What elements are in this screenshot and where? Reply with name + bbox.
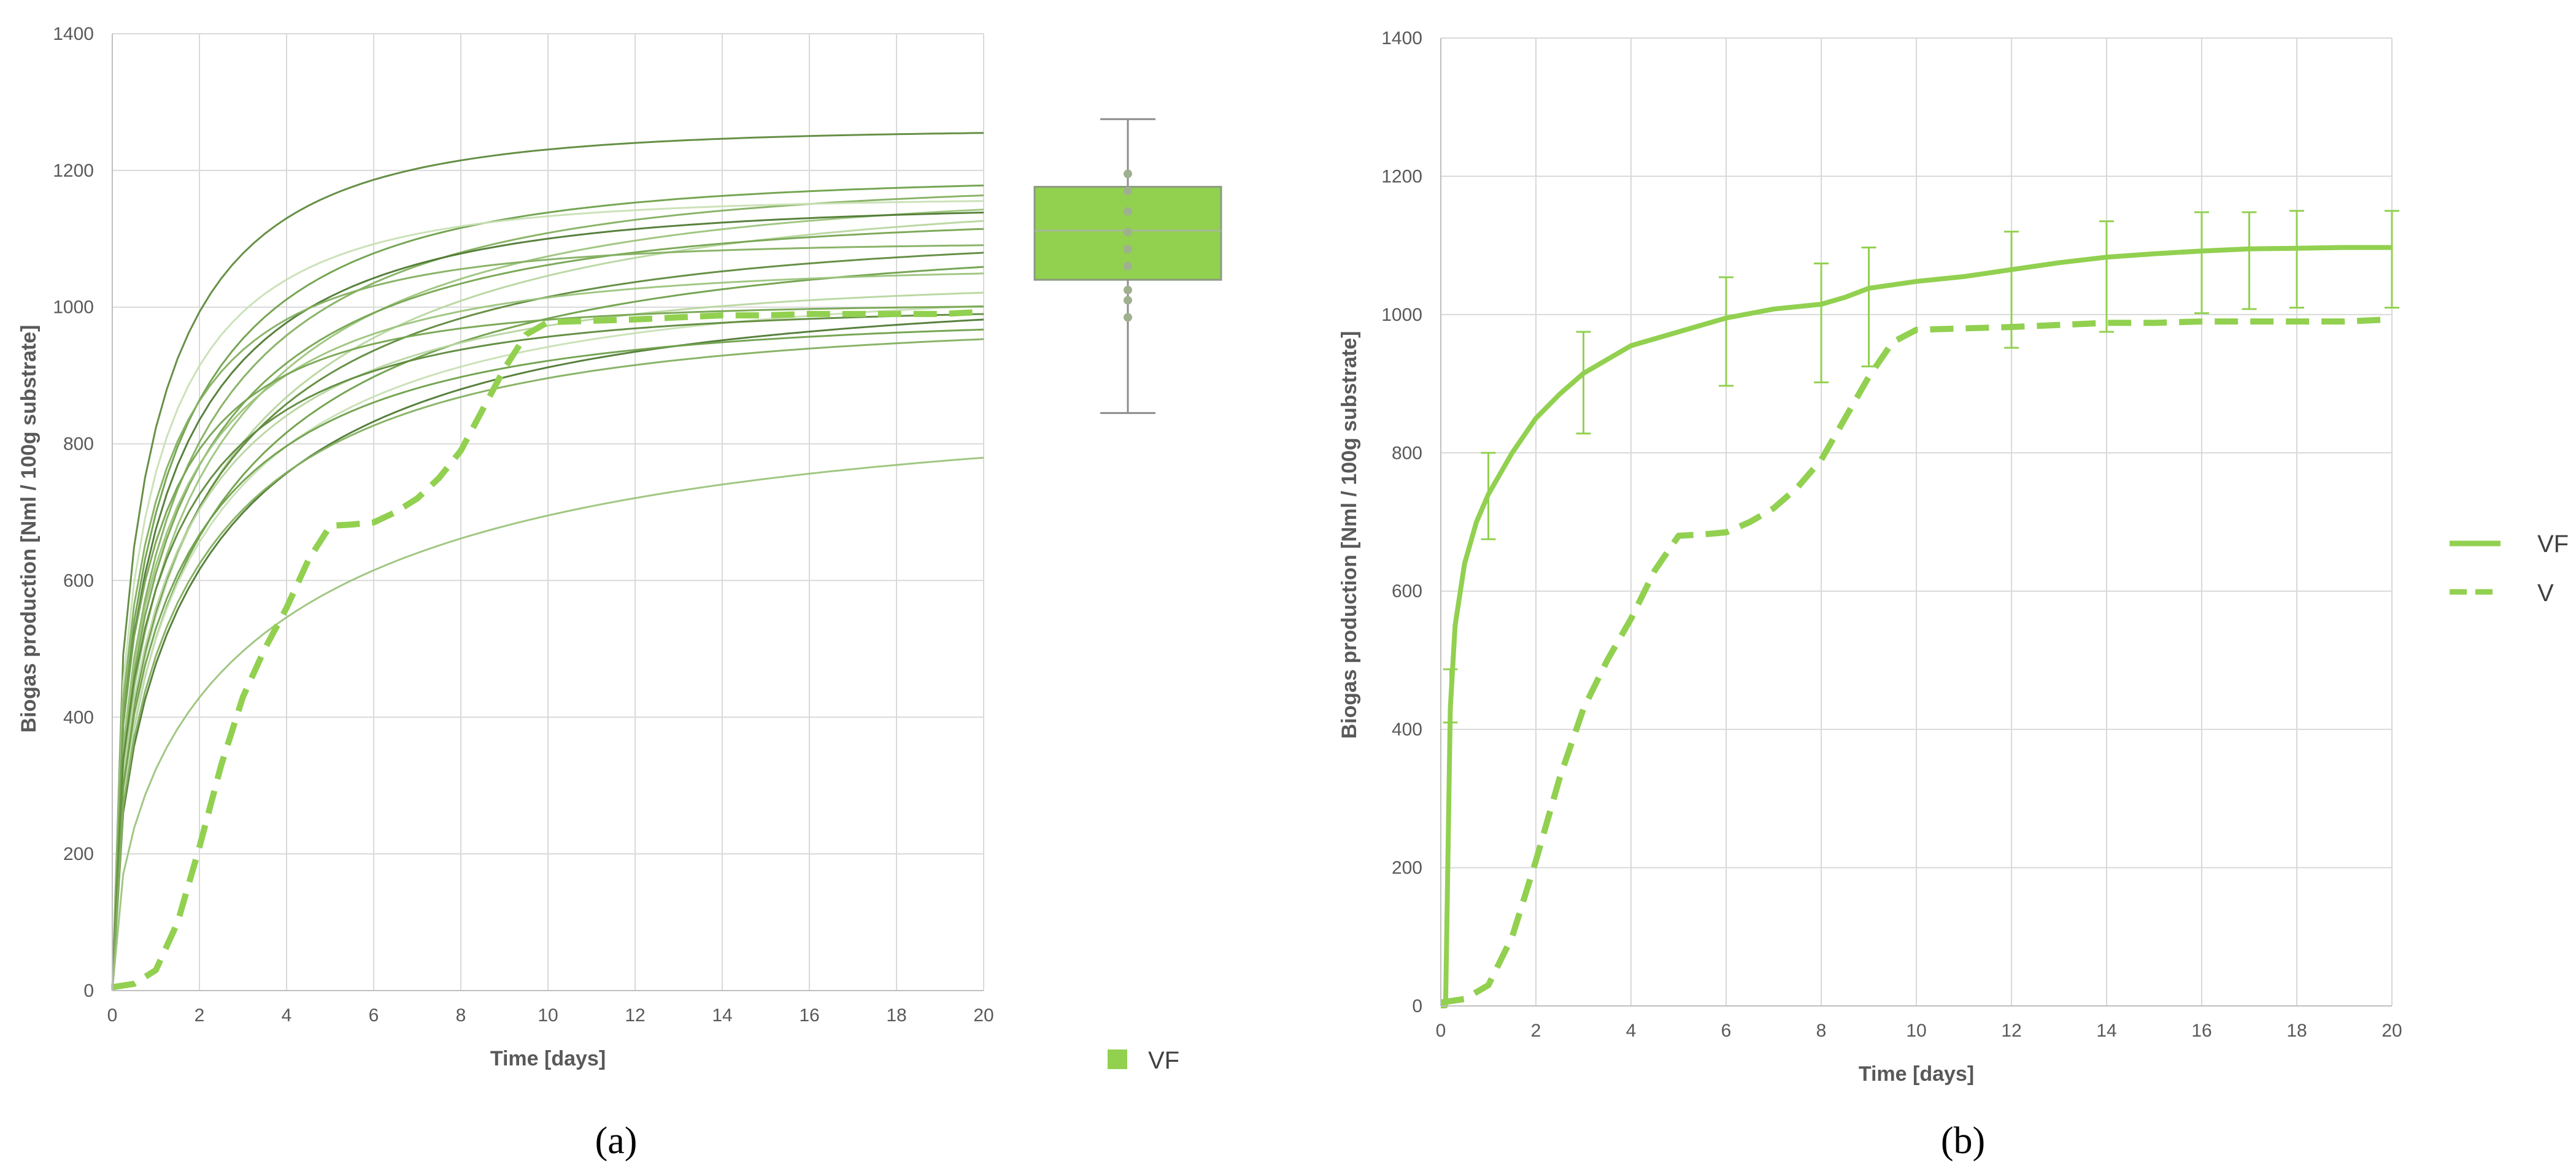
legend-b: VF V bbox=[2450, 531, 2569, 607]
individual-curve bbox=[111, 318, 984, 991]
y-tick-label: 1000 bbox=[53, 297, 94, 318]
x-tick-label: 14 bbox=[712, 1005, 732, 1026]
x-tick-label: 18 bbox=[2286, 1021, 2307, 1041]
y-tick-label: 800 bbox=[1392, 443, 1422, 463]
panel-label-a: (a) bbox=[595, 1120, 638, 1162]
x-tick-label: 12 bbox=[625, 1005, 645, 1026]
y-tick-labels-a: 0 200 400 600 800 1000 1200 1400 bbox=[53, 24, 94, 1001]
legend-label-v-b: V bbox=[2537, 580, 2554, 607]
series-line-v bbox=[112, 309, 984, 991]
individual-curve bbox=[111, 272, 984, 991]
individual-curve bbox=[111, 313, 984, 991]
series-a bbox=[112, 309, 984, 991]
box-point bbox=[1124, 285, 1132, 294]
box-point bbox=[1124, 296, 1132, 305]
individual-curve bbox=[111, 220, 984, 991]
individual-curve bbox=[111, 291, 984, 991]
x-tick-label: 18 bbox=[886, 1005, 906, 1026]
y-axis-title-b: Biogas production [Nml / 100g substrate] bbox=[1338, 331, 1361, 739]
x-tick-label: 20 bbox=[973, 1005, 993, 1026]
individual-curve bbox=[111, 212, 984, 991]
x-axis-title-a: Time [days] bbox=[490, 1047, 606, 1070]
grid-b bbox=[1440, 37, 2393, 1007]
boxplot-vf bbox=[1033, 118, 1222, 414]
legend-label-vf-a: VF bbox=[1148, 1047, 1179, 1074]
series-line-vf bbox=[1441, 245, 2392, 1008]
x-tick-labels-a: 0 2 4 6 8 10 12 14 16 18 20 bbox=[107, 1005, 994, 1026]
x-tick-label: 10 bbox=[538, 1005, 558, 1026]
individual-curve bbox=[111, 338, 984, 991]
individual-curve bbox=[111, 456, 984, 991]
box-point bbox=[1124, 313, 1132, 322]
y-tick-labels-b: 0 200 400 600 800 1000 1200 1400 bbox=[1381, 28, 1422, 1016]
x-tick-label: 10 bbox=[1906, 1021, 1926, 1041]
individual-curve bbox=[111, 200, 984, 991]
box-point bbox=[1124, 169, 1132, 178]
error-bars-vf bbox=[1443, 210, 2399, 724]
y-tick-label: 1000 bbox=[1381, 305, 1422, 325]
y-tick-label: 200 bbox=[63, 844, 94, 864]
y-tick-label: 600 bbox=[63, 570, 94, 591]
x-tick-label: 12 bbox=[2001, 1021, 2021, 1041]
y-tick-label: 400 bbox=[63, 707, 94, 727]
y-tick-label: 1200 bbox=[1381, 166, 1422, 186]
x-tick-label: 2 bbox=[1531, 1021, 1541, 1041]
box-point bbox=[1124, 261, 1132, 270]
series-b bbox=[1440, 245, 2393, 1008]
axes-b bbox=[1440, 38, 2392, 1007]
x-tick-label: 8 bbox=[1816, 1021, 1827, 1041]
y-tick-label: 1400 bbox=[53, 24, 94, 44]
x-tick-label: 0 bbox=[107, 1005, 118, 1026]
y-tick-label: 400 bbox=[1392, 719, 1422, 740]
individual-curve bbox=[111, 328, 984, 991]
chart-panel-a: 0 2 4 6 8 10 12 14 16 18 20 0 200 400 600 800 1000 1200 1… bbox=[17, 24, 1222, 1162]
individual-curve bbox=[111, 244, 984, 991]
x-tick-label: 4 bbox=[282, 1005, 292, 1026]
x-tick-label: 20 bbox=[2381, 1021, 2402, 1041]
x-tick-label: 16 bbox=[799, 1005, 819, 1026]
x-tick-label: 0 bbox=[1436, 1021, 1446, 1041]
x-tick-label: 16 bbox=[2191, 1021, 2212, 1041]
individual-curve bbox=[111, 305, 984, 991]
x-tick-label: 14 bbox=[2096, 1021, 2116, 1041]
legend-swatch-vf-a bbox=[1108, 1049, 1127, 1069]
y-tick-label: 600 bbox=[1392, 581, 1422, 602]
box-point bbox=[1124, 207, 1132, 216]
x-tick-label: 6 bbox=[1721, 1021, 1732, 1041]
individual-curves-a bbox=[111, 132, 984, 991]
individual-curve bbox=[111, 305, 984, 991]
y-tick-label: 0 bbox=[83, 981, 94, 1001]
panel-label-b: (b) bbox=[1941, 1120, 1985, 1162]
y-tick-label: 1400 bbox=[1381, 28, 1422, 48]
individual-curve bbox=[111, 132, 984, 991]
x-axis-title-b: Time [days] bbox=[1859, 1062, 1974, 1086]
x-tick-label: 4 bbox=[1626, 1021, 1637, 1041]
y-tick-label: 800 bbox=[63, 434, 94, 455]
box-point bbox=[1124, 186, 1132, 196]
x-tick-label: 2 bbox=[195, 1005, 205, 1026]
individual-curve bbox=[111, 184, 984, 991]
individual-curve bbox=[111, 194, 984, 991]
x-tick-label: 8 bbox=[456, 1005, 466, 1026]
chart-panel-b: 0 2 4 6 8 10 12 14 16 18 20 0 200 400 600 800 1000 1200 1… bbox=[1338, 28, 2569, 1162]
x-tick-label: 6 bbox=[369, 1005, 379, 1026]
y-tick-label: 0 bbox=[1412, 996, 1422, 1016]
individual-curve bbox=[111, 228, 984, 991]
x-tick-labels-b: 0 2 4 6 8 10 12 14 16 18 20 bbox=[1436, 1021, 2402, 1041]
box-point bbox=[1124, 245, 1132, 253]
axes-a bbox=[112, 34, 984, 991]
series-line-v bbox=[1440, 316, 2393, 1006]
legend-label-vf-b: VF bbox=[2537, 531, 2569, 558]
y-tick-label: 200 bbox=[1392, 858, 1422, 878]
y-axis-title-a: Biogas production [Nml / 100g substrate] bbox=[17, 325, 40, 733]
y-tick-label: 1200 bbox=[53, 161, 94, 181]
box-point bbox=[1124, 228, 1132, 237]
